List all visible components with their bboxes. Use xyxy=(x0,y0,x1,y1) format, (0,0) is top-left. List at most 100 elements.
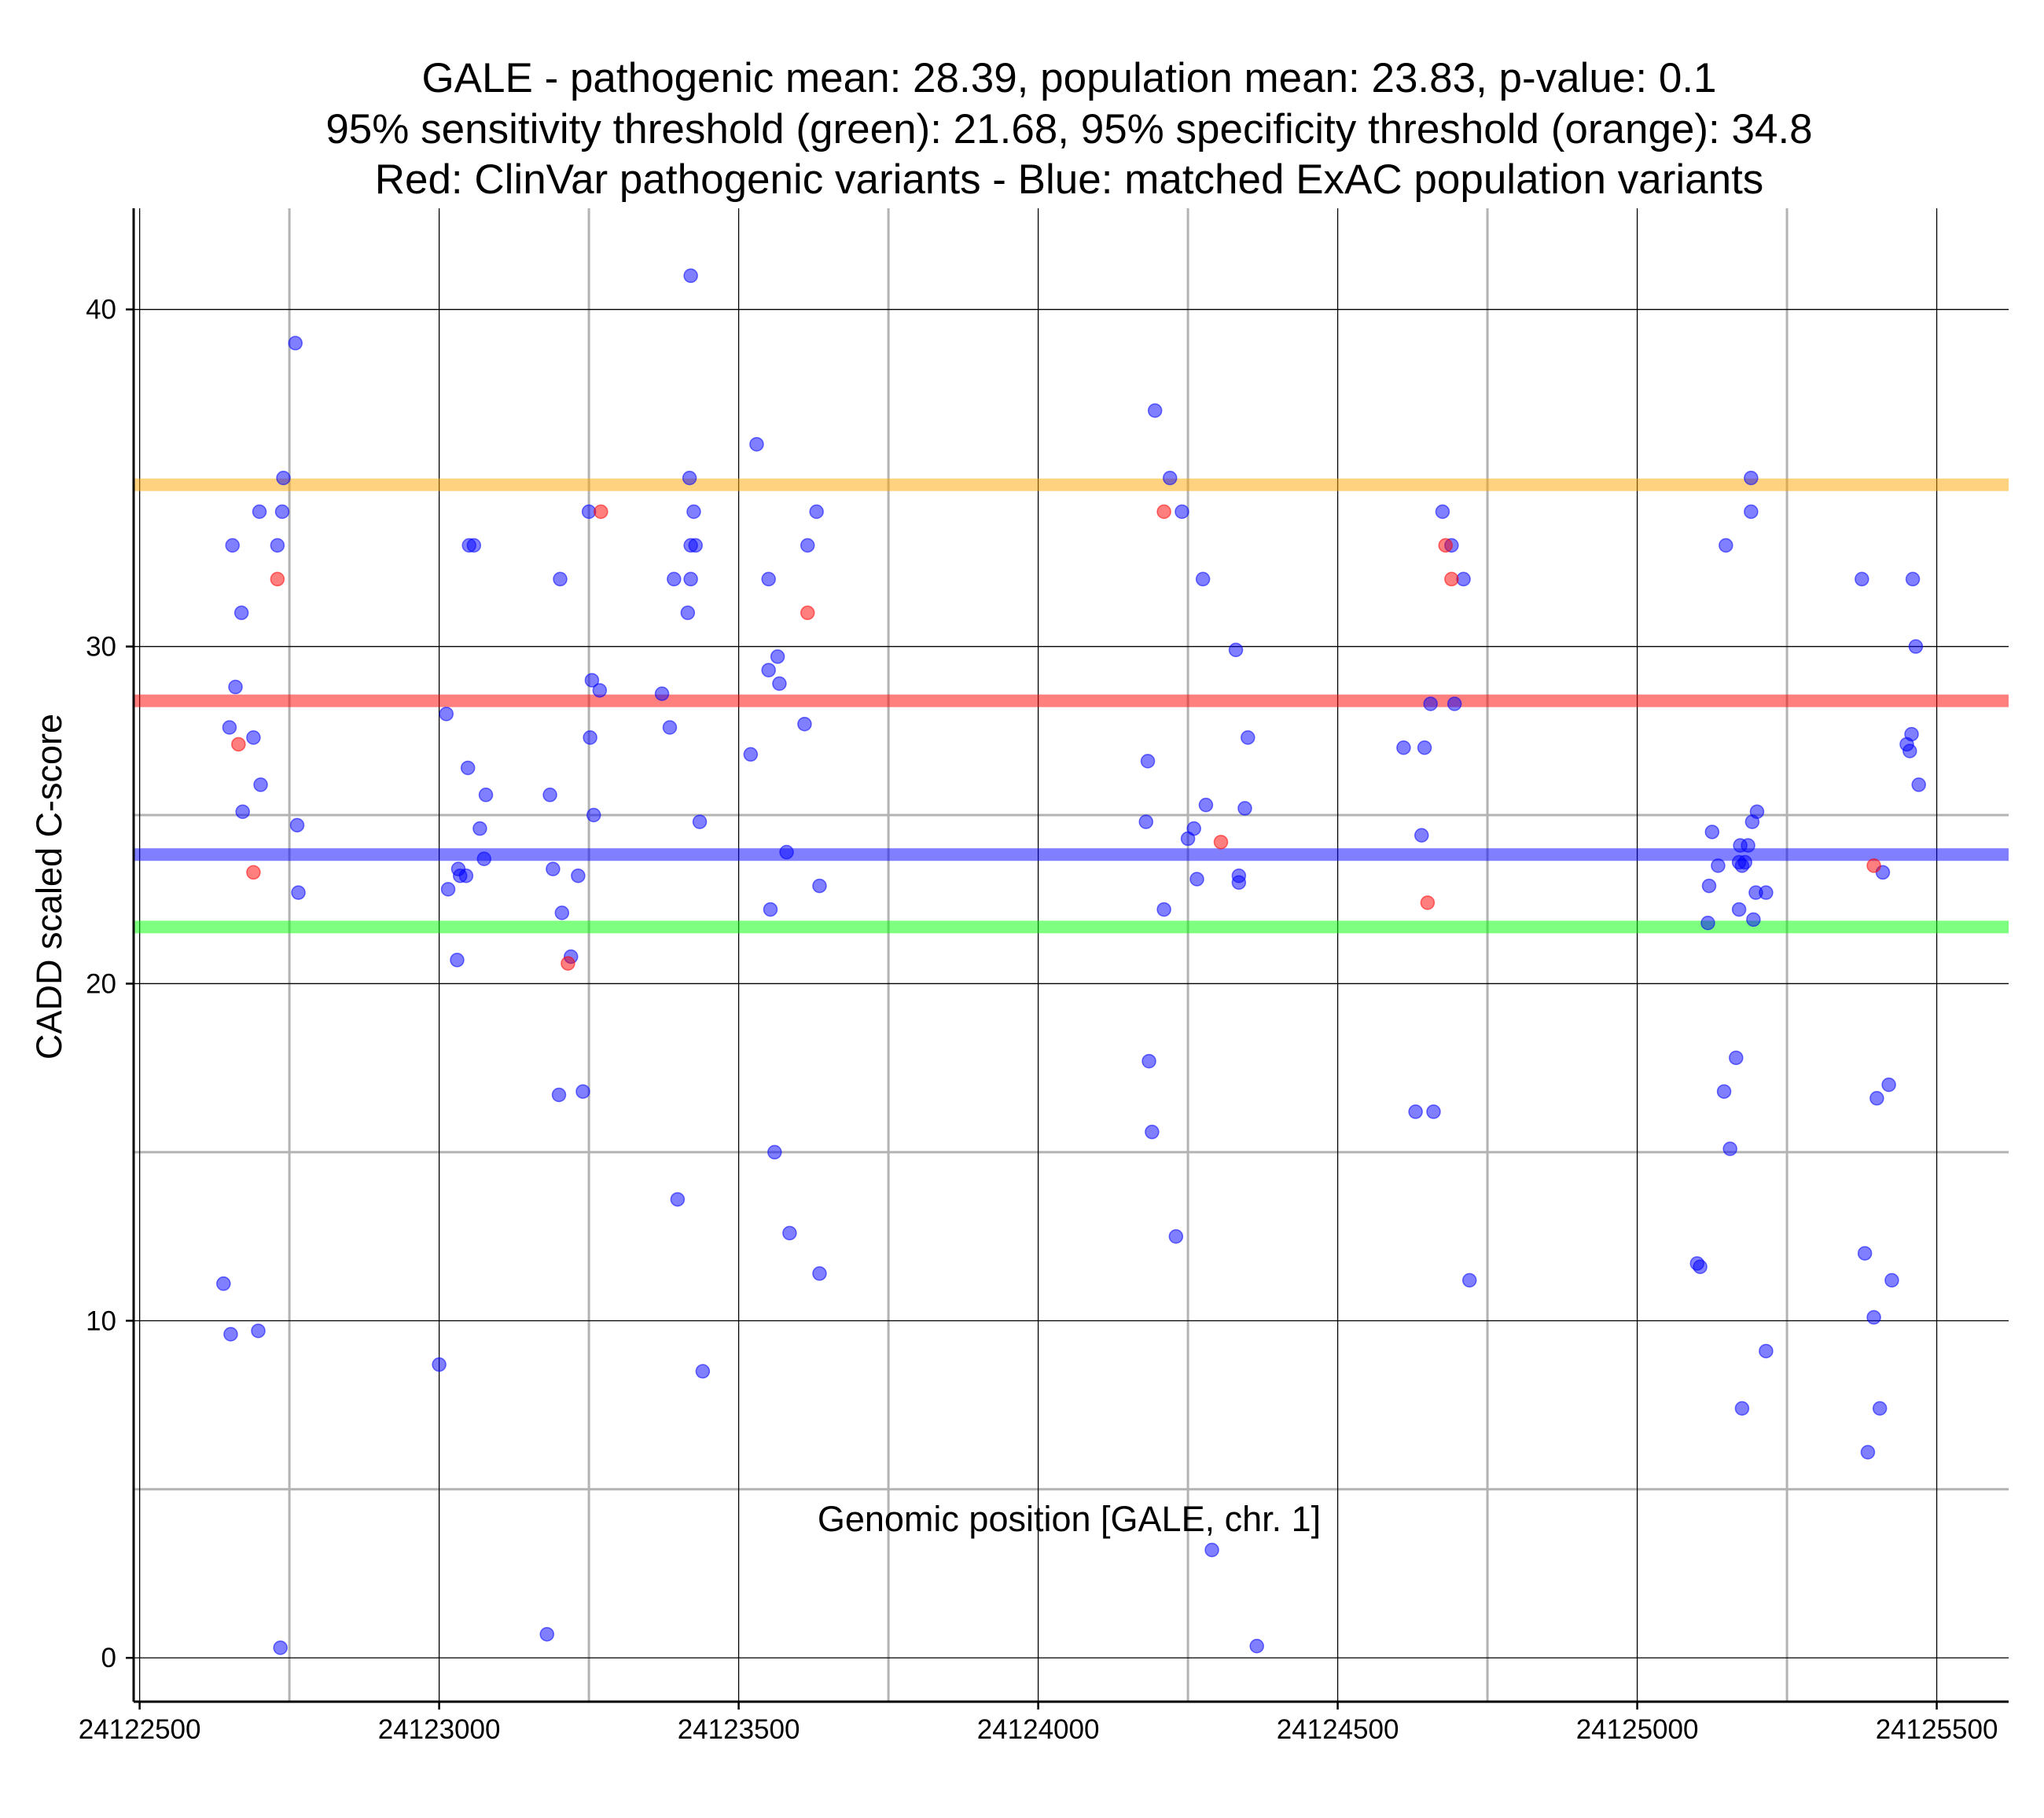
data-point xyxy=(779,844,794,860)
data-point xyxy=(1857,1246,1873,1261)
data-point xyxy=(1186,821,1201,836)
data-point xyxy=(1231,875,1247,891)
data-point xyxy=(688,538,703,553)
data-point xyxy=(1228,642,1244,658)
data-point xyxy=(432,1357,447,1372)
data-point xyxy=(654,686,670,701)
data-point xyxy=(1734,1401,1750,1416)
x-axis-title: Genomic position [GALE, chr. 1] xyxy=(818,1499,1321,1539)
data-point xyxy=(812,1266,827,1281)
data-point xyxy=(1749,804,1765,819)
data-point xyxy=(749,436,764,452)
data-point xyxy=(1729,1050,1744,1066)
data-point xyxy=(1241,730,1255,745)
data-point xyxy=(1438,538,1453,553)
data-point xyxy=(1249,1638,1264,1654)
data-point xyxy=(1147,403,1163,418)
data-point xyxy=(692,814,708,829)
data-point xyxy=(662,720,678,735)
data-point xyxy=(682,470,697,486)
data-point xyxy=(289,817,305,833)
x-tick-label: 24122500 xyxy=(79,1714,201,1745)
data-point xyxy=(476,851,492,867)
data-point xyxy=(1237,801,1252,816)
data-point xyxy=(571,868,586,883)
data-point xyxy=(273,1640,288,1655)
data-point xyxy=(592,683,608,698)
data-point xyxy=(1908,639,1924,654)
data-point xyxy=(274,504,290,520)
data-point xyxy=(1746,912,1761,927)
data-point xyxy=(251,1323,266,1339)
data-point xyxy=(1737,854,1752,870)
data-point xyxy=(291,885,306,900)
data-point xyxy=(584,673,600,688)
data-point xyxy=(225,538,240,553)
data-point xyxy=(450,953,465,968)
data-point xyxy=(1420,895,1436,910)
data-point xyxy=(246,730,261,745)
data-point xyxy=(216,1276,231,1291)
data-point xyxy=(1711,858,1726,873)
data-point xyxy=(270,538,285,553)
data-point xyxy=(1869,1091,1884,1106)
data-point xyxy=(797,716,812,732)
data-point xyxy=(743,747,759,762)
data-point xyxy=(253,777,268,792)
data-point xyxy=(276,470,291,486)
data-point xyxy=(1140,754,1156,769)
data-point xyxy=(1872,1401,1888,1416)
data-point xyxy=(554,905,570,920)
data-point xyxy=(1426,1104,1441,1119)
data-point xyxy=(1722,1141,1737,1156)
data-point xyxy=(1719,538,1733,553)
data-point xyxy=(1860,1445,1876,1460)
data-point xyxy=(761,571,776,587)
data-point xyxy=(686,504,701,520)
data-point xyxy=(1700,916,1715,931)
data-point xyxy=(1461,1273,1477,1288)
data-point xyxy=(1902,744,1917,758)
data-point xyxy=(1156,504,1171,520)
title-line-3: Red: ClinVar pathogenic variants - Blue:… xyxy=(375,156,1764,203)
data-point xyxy=(1444,571,1459,587)
data-point xyxy=(1195,571,1211,587)
data-points xyxy=(216,268,1926,1655)
data-point xyxy=(231,736,246,752)
data-point xyxy=(246,865,261,880)
data-point xyxy=(539,1626,555,1642)
data-point xyxy=(1855,571,1869,587)
data-point xyxy=(1866,1309,1881,1325)
y-tick-label: 30 xyxy=(86,632,116,663)
data-point xyxy=(270,571,285,587)
data-point xyxy=(770,649,785,664)
data-point xyxy=(800,538,815,553)
data-point xyxy=(586,807,601,823)
data-point xyxy=(1704,825,1720,839)
data-point xyxy=(458,868,474,883)
data-point xyxy=(466,538,482,553)
data-point xyxy=(551,1087,567,1103)
data-point xyxy=(1744,504,1759,520)
data-point xyxy=(1701,878,1717,894)
x-axis-ticks: 24122500 24123000 24123500 24124000 24124500… xyxy=(79,1702,1998,1745)
data-point xyxy=(223,1327,238,1342)
data-point xyxy=(1138,814,1153,829)
data-point xyxy=(667,571,682,587)
data-point xyxy=(594,504,608,520)
data-point xyxy=(478,788,494,802)
data-point xyxy=(1881,1077,1896,1093)
data-point xyxy=(1204,1542,1219,1558)
data-point xyxy=(809,504,824,520)
data-point xyxy=(1156,902,1171,917)
x-tick-label: 24123000 xyxy=(378,1714,501,1745)
x-tick-label: 24124000 xyxy=(977,1714,1100,1745)
axes xyxy=(132,208,2009,1703)
data-point xyxy=(1417,740,1432,755)
data-point xyxy=(1189,872,1204,887)
data-point xyxy=(575,1084,590,1099)
data-point xyxy=(472,821,487,836)
data-point xyxy=(233,605,249,620)
data-point xyxy=(1414,828,1429,843)
data-point xyxy=(1884,1273,1899,1288)
